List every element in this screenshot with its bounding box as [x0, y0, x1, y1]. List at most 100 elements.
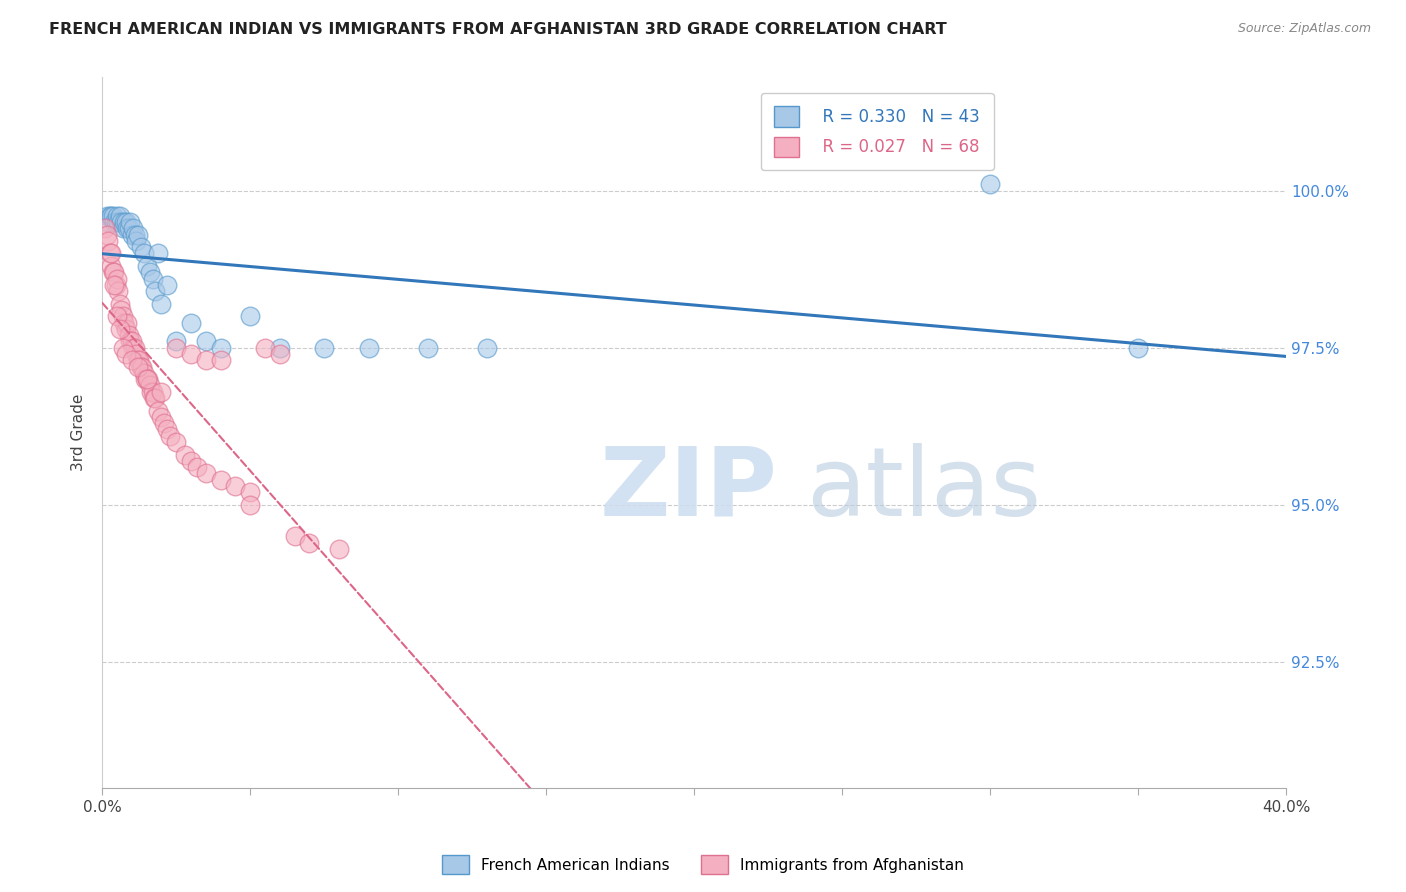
Text: Source: ZipAtlas.com: Source: ZipAtlas.com — [1237, 22, 1371, 36]
Point — [150, 297, 173, 311]
Point — [127, 227, 149, 242]
Point — [115, 347, 138, 361]
Point — [97, 234, 120, 248]
Point — [150, 409, 173, 424]
Point — [112, 316, 135, 330]
Point — [180, 454, 202, 468]
Point — [108, 209, 131, 223]
Point — [100, 246, 122, 260]
Point — [103, 277, 125, 292]
Point — [141, 271, 163, 285]
Point — [108, 322, 131, 336]
Point — [94, 221, 117, 235]
Point — [121, 353, 143, 368]
Point — [98, 209, 121, 223]
Point — [103, 215, 125, 229]
Point — [979, 178, 1001, 192]
Point — [103, 265, 125, 279]
Point — [100, 259, 122, 273]
Point — [1126, 341, 1149, 355]
Point — [239, 498, 262, 512]
Point — [110, 303, 132, 318]
Point — [145, 391, 167, 405]
Point — [115, 322, 138, 336]
Point — [121, 227, 143, 242]
Point — [135, 259, 157, 273]
Point — [112, 215, 135, 229]
Point — [118, 221, 141, 235]
Point — [127, 353, 149, 368]
Point — [110, 215, 132, 229]
Point — [298, 535, 321, 549]
Point — [122, 341, 145, 355]
Point — [125, 234, 148, 248]
Point — [180, 316, 202, 330]
Point — [186, 460, 208, 475]
Point — [97, 215, 120, 229]
Legend:   R = 0.330   N = 43,   R = 0.027   N = 68: R = 0.330 N = 43, R = 0.027 N = 68 — [761, 93, 994, 170]
Point — [148, 246, 170, 260]
Point — [328, 541, 350, 556]
Point — [121, 334, 143, 349]
Point — [357, 341, 380, 355]
Point — [124, 227, 146, 242]
Point — [269, 341, 291, 355]
Point — [127, 359, 149, 374]
Point — [269, 347, 291, 361]
Point — [115, 215, 138, 229]
Point — [104, 215, 127, 229]
Y-axis label: 3rd Grade: 3rd Grade — [72, 394, 86, 471]
Point — [165, 334, 187, 349]
Point — [135, 372, 157, 386]
Point — [153, 416, 176, 430]
Point — [129, 240, 152, 254]
Point — [209, 353, 232, 368]
Point — [132, 246, 155, 260]
Point — [136, 372, 159, 386]
Point — [105, 209, 128, 223]
Point — [96, 209, 118, 223]
Point — [107, 215, 129, 229]
Point — [111, 341, 134, 355]
Point — [117, 221, 139, 235]
Text: ZIP: ZIP — [599, 443, 778, 536]
Point — [475, 341, 498, 355]
Text: atlas: atlas — [807, 443, 1042, 536]
Point — [135, 372, 157, 386]
Point — [138, 378, 160, 392]
Point — [253, 341, 276, 355]
Point — [194, 467, 217, 481]
Point — [101, 265, 124, 279]
Point — [124, 341, 146, 355]
Point — [125, 347, 148, 361]
Point — [107, 284, 129, 298]
Point — [209, 473, 232, 487]
Legend: French American Indians, Immigrants from Afghanistan: French American Indians, Immigrants from… — [436, 849, 970, 880]
Point — [120, 334, 142, 349]
Point — [145, 284, 167, 298]
Point — [138, 265, 160, 279]
Point — [129, 359, 152, 374]
Point — [120, 215, 142, 229]
Point — [118, 328, 141, 343]
Point — [143, 391, 166, 405]
Point — [416, 341, 439, 355]
Point — [239, 310, 262, 324]
Point — [117, 316, 139, 330]
Point — [150, 384, 173, 399]
Text: FRENCH AMERICAN INDIAN VS IMMIGRANTS FROM AFGHANISTAN 3RD GRADE CORRELATION CHAR: FRENCH AMERICAN INDIAN VS IMMIGRANTS FRO… — [49, 22, 948, 37]
Point — [105, 271, 128, 285]
Point — [148, 403, 170, 417]
Point — [180, 347, 202, 361]
Point — [284, 529, 307, 543]
Point — [224, 479, 246, 493]
Point — [156, 422, 179, 436]
Point — [104, 277, 127, 292]
Point — [209, 341, 232, 355]
Point — [105, 310, 128, 324]
Point — [100, 209, 122, 223]
Point — [239, 485, 262, 500]
Point — [141, 384, 163, 399]
Point — [111, 310, 134, 324]
Point — [96, 227, 118, 242]
